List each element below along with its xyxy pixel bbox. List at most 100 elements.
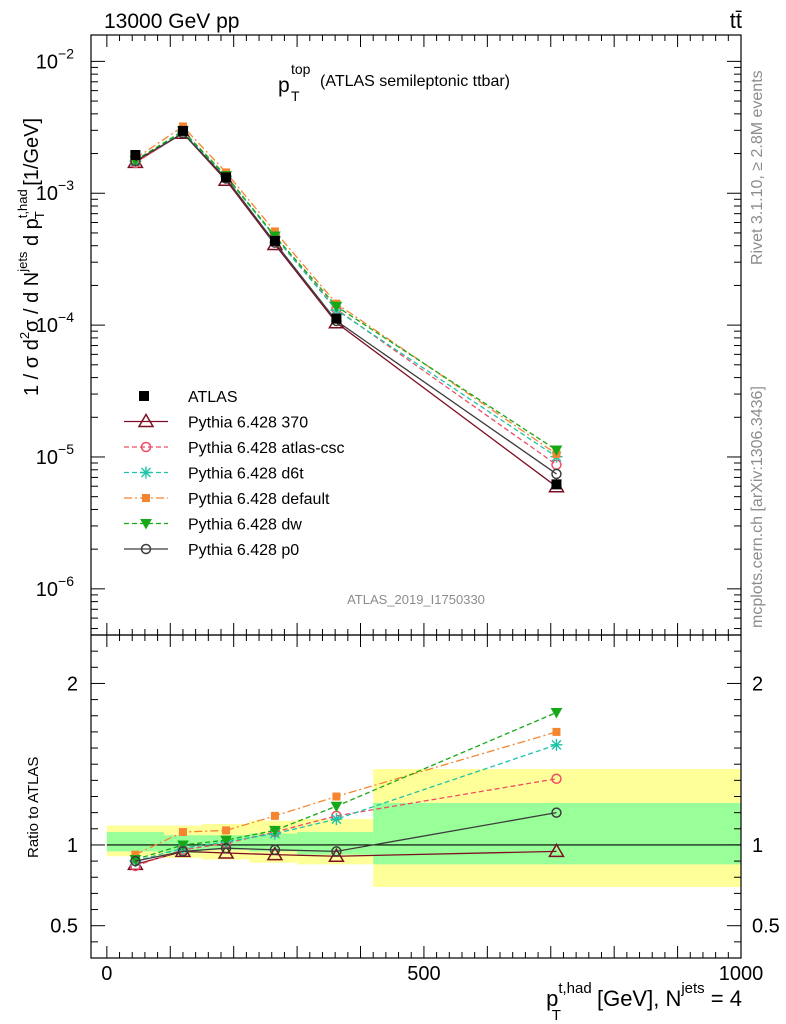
x-tick-label: 0 bbox=[101, 963, 112, 985]
series-line bbox=[135, 130, 557, 451]
series-marker bbox=[550, 445, 563, 457]
data-point bbox=[221, 172, 232, 183]
y-tick-base: 10 bbox=[36, 183, 58, 205]
ratio-series-marker bbox=[331, 846, 342, 857]
ratio-band-inner bbox=[297, 832, 374, 855]
series-marker bbox=[270, 227, 279, 236]
ratio-series-marker bbox=[548, 842, 565, 858]
ratio-series-marker bbox=[330, 801, 343, 813]
legend-marker bbox=[137, 413, 155, 428]
legend-label: Pythia 6.428 atlas-csc bbox=[188, 440, 345, 457]
legend-marker bbox=[140, 466, 152, 479]
legend-label: Pythia 6.428 370 bbox=[188, 415, 308, 432]
ratio-series-marker bbox=[269, 825, 281, 837]
ratio-series-marker bbox=[131, 850, 140, 859]
data-point bbox=[130, 149, 141, 160]
series-marker bbox=[551, 468, 562, 480]
legend-marker bbox=[140, 543, 152, 555]
y-tick-exp: −6 bbox=[58, 573, 74, 589]
ratio-band-inner bbox=[373, 802, 741, 865]
y-axis-label: 1 / σ d2σ / d Njets d pt,had T [1/GeV] bbox=[15, 118, 47, 396]
ratio-series-marker bbox=[220, 842, 232, 854]
ylabel-c-sup: t,had bbox=[15, 189, 30, 218]
y-tick-label: 10−2 bbox=[36, 45, 74, 73]
ratio-series-marker bbox=[178, 828, 187, 837]
y-tick-label: 10−3 bbox=[36, 177, 74, 205]
ratio-series-marker bbox=[177, 840, 189, 851]
ylabel-d: [1/GeV] bbox=[21, 118, 43, 191]
y-tick-exp: −2 bbox=[58, 45, 74, 61]
atlas-data-points bbox=[130, 125, 562, 490]
ratio-series-marker bbox=[552, 727, 561, 736]
x-axis-label: pt,had T [GeV], Njets = 4 bbox=[546, 980, 742, 1024]
xlabel-sub: T bbox=[552, 1007, 561, 1024]
title-sup: top bbox=[291, 61, 311, 77]
ratio-y-tick-label: 0.5 bbox=[50, 916, 78, 938]
xlabel-sup: t,had bbox=[558, 980, 591, 997]
y-tick-base: 10 bbox=[36, 51, 58, 73]
y-tick-exp: −4 bbox=[58, 309, 74, 325]
ratio-y-tick-label-right: 1 bbox=[752, 835, 763, 857]
header-left: 13000 GeV pp bbox=[104, 10, 239, 33]
plot-title: p top T (ATLAS semileptonic ttbar) bbox=[278, 61, 510, 104]
y-tick-label: 10−4 bbox=[36, 309, 74, 337]
ratio-series-marker bbox=[222, 826, 231, 835]
series-line bbox=[135, 125, 557, 455]
legend-label: ATLAS bbox=[188, 389, 238, 406]
y-tick-base: 10 bbox=[36, 315, 58, 337]
xlabel-main: p bbox=[546, 986, 558, 1011]
ratio-band-inner bbox=[106, 832, 164, 852]
ratio-series-marker bbox=[551, 807, 562, 818]
ylabel-c: d p bbox=[21, 218, 43, 251]
ylabel-b: σ / d N bbox=[21, 272, 43, 332]
mcplots-label: mcplots.cern.ch [arXiv:1306.3436] bbox=[749, 386, 766, 628]
series-3-main bbox=[131, 122, 561, 458]
ratio-series-line bbox=[135, 812, 557, 862]
x-tick-label: 500 bbox=[407, 963, 440, 985]
ratio-y-tick-label-right: 0.5 bbox=[752, 916, 780, 938]
ratio-series-marker bbox=[220, 835, 232, 847]
ratio-y-tick-label: 2 bbox=[67, 673, 78, 695]
series-marker bbox=[330, 301, 343, 313]
data-point bbox=[177, 125, 188, 136]
y-tick-exp: −3 bbox=[58, 177, 74, 193]
ratio-series-line bbox=[135, 711, 557, 861]
title-desc: (ATLAS semileptonic ttbar) bbox=[320, 73, 510, 90]
y-tick-label: 10−5 bbox=[36, 441, 74, 469]
ylabel-a: 1 / σ d bbox=[21, 339, 43, 396]
data-point bbox=[331, 313, 342, 324]
legend-label: Pythia 6.428 dw bbox=[188, 517, 302, 534]
series-line bbox=[135, 132, 557, 488]
ratio-series-marker bbox=[550, 738, 563, 751]
y-tick-base: 10 bbox=[36, 447, 58, 469]
ratio-series-marker bbox=[269, 844, 281, 856]
ratio-band-inner bbox=[249, 833, 298, 852]
xlabel-tail: = 4 bbox=[705, 986, 742, 1011]
ratio-series-marker bbox=[550, 708, 563, 719]
data-point bbox=[269, 235, 280, 246]
ratio-series-line bbox=[135, 744, 557, 862]
legend-label: Pythia 6.428 d6t bbox=[188, 466, 304, 483]
ratio-series-marker bbox=[177, 846, 189, 857]
xlabel-sup2: jets bbox=[680, 980, 704, 997]
legend-marker bbox=[140, 441, 152, 453]
legend-marker-atlas bbox=[139, 391, 149, 401]
y-tick-base: 10 bbox=[36, 579, 58, 601]
rivet-label: Rivet 3.1.10, ≥ 2.8M events bbox=[749, 70, 766, 265]
series-0-main bbox=[127, 124, 565, 493]
ratio-y-axis-label: Ratio to ATLAS bbox=[25, 757, 42, 858]
header-right: tt̄ bbox=[730, 8, 742, 33]
y-tick-exp: −5 bbox=[58, 441, 74, 457]
legend: ATLAS Pythia 6.428 370 Pythia 6.428 atlas-… bbox=[124, 389, 345, 559]
analysis-id: ATLAS_2019_I1750330 bbox=[347, 592, 485, 607]
ylabel-c-sub: T bbox=[32, 211, 47, 219]
x-tick-label: 1000 bbox=[719, 963, 764, 985]
ratio-series-marker bbox=[332, 792, 341, 801]
legend-label: Pythia 6.428 default bbox=[188, 491, 330, 508]
legend-label: Pythia 6.428 p0 bbox=[188, 542, 299, 559]
xlabel-rest: [GeV], N bbox=[591, 986, 681, 1011]
ratio-series-marker bbox=[130, 855, 141, 867]
ylabel-b-sup: jets bbox=[15, 251, 30, 273]
